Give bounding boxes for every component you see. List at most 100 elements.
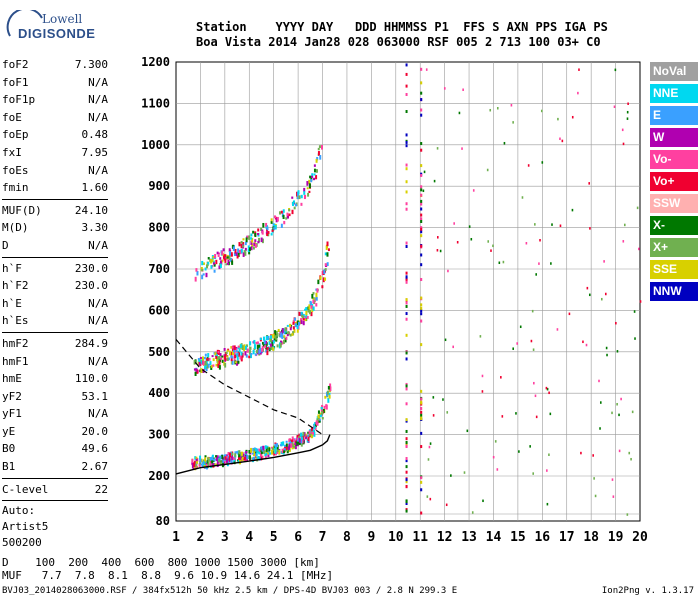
echo-point <box>271 341 274 347</box>
echo-point <box>258 237 261 243</box>
interference-point <box>604 292 607 296</box>
param-value: 22 <box>94 482 108 496</box>
interference-point <box>420 397 423 401</box>
echo-point <box>233 252 236 257</box>
echo-point <box>327 385 330 390</box>
echo-point <box>194 371 197 376</box>
echo-point <box>240 240 243 244</box>
echo-point <box>293 319 296 324</box>
interference-point <box>405 207 408 211</box>
interference-point <box>533 381 535 385</box>
echo-point <box>253 451 256 456</box>
echo-point <box>247 455 250 459</box>
echo-point <box>234 453 237 458</box>
echo-point <box>220 357 223 360</box>
echo-point <box>313 423 316 428</box>
echo-point <box>309 433 312 437</box>
interference-point <box>530 339 533 343</box>
echo-point <box>254 244 257 248</box>
echo-point <box>232 246 235 251</box>
echo-point <box>317 410 320 414</box>
echo-point <box>236 255 239 259</box>
echo-point <box>228 457 231 461</box>
echo-point <box>288 448 291 452</box>
echo-point <box>282 441 285 446</box>
echo-point <box>282 339 285 344</box>
interference-point <box>588 293 591 297</box>
echo-point <box>268 452 271 455</box>
interference-point <box>436 249 439 252</box>
echo-point <box>288 438 291 443</box>
echo-point <box>294 440 297 444</box>
plot-frame <box>175 61 641 522</box>
echo-point <box>237 351 240 357</box>
param-row: h`F2 230.0 <box>2 277 112 295</box>
echo-point <box>258 456 261 461</box>
interference-point <box>557 117 559 121</box>
echo-point <box>251 237 254 243</box>
interference-point <box>420 401 423 405</box>
interference-point <box>405 84 408 88</box>
echo-point <box>319 276 322 280</box>
param-value: 7.300 <box>74 58 108 71</box>
echo-point <box>270 233 273 236</box>
echo-point <box>321 285 324 289</box>
interference-point <box>593 477 595 480</box>
echo-point <box>256 341 259 344</box>
echo-point <box>289 440 292 445</box>
echo-point <box>236 352 239 356</box>
param-row: hmF2 284.9 <box>2 335 112 353</box>
param-name: fmin <box>2 181 29 195</box>
interference-point <box>516 342 518 345</box>
echo-point <box>242 452 245 455</box>
echo-point <box>215 352 218 357</box>
echo-point <box>207 261 210 265</box>
interference-point <box>420 199 423 203</box>
interference-point <box>420 202 423 206</box>
echo-point <box>313 168 316 173</box>
echo-point <box>246 235 249 239</box>
echo-point <box>223 460 226 465</box>
interference-point <box>568 312 571 316</box>
echo-point <box>325 245 328 250</box>
echo-point <box>221 359 224 363</box>
echo-point <box>219 263 222 269</box>
param-name: foEp <box>2 128 29 142</box>
echo-point <box>230 356 233 362</box>
echo-point <box>326 241 329 247</box>
echo-point <box>303 194 306 200</box>
interference-point <box>405 470 408 474</box>
param-value: N/A <box>88 93 108 107</box>
interference-point <box>405 301 408 305</box>
echo-point <box>237 252 240 257</box>
ionogram-plot: 1 2 3 4 5 6 7 8 9 10 11 12 13 14 15 16 17 18 19 20802003004… <box>141 55 648 545</box>
interference-point <box>405 480 408 484</box>
param-name: fxI <box>2 145 22 159</box>
x-tick-label: 1 <box>172 530 180 545</box>
interference-point <box>571 115 574 119</box>
echo-point <box>319 155 322 160</box>
param-row: fxI 7.95 <box>2 144 112 162</box>
echo-point <box>313 431 316 437</box>
interference-point <box>481 374 484 378</box>
distance-row: D 100 200 400 600 800 1000 1500 3000 [km… <box>2 556 320 569</box>
echo-point <box>255 350 258 354</box>
echo-point <box>328 394 331 399</box>
echo-point <box>198 361 201 366</box>
echo-point <box>241 352 244 358</box>
param-name: hmF2 <box>2 336 29 350</box>
interference-point <box>405 418 408 422</box>
echo-point <box>238 249 241 255</box>
interference-point <box>423 170 426 174</box>
echo-point <box>205 366 208 372</box>
x-tick-label: 19 <box>608 530 624 545</box>
echo-point <box>290 439 293 443</box>
interference-point <box>405 271 408 275</box>
param-value: N/A <box>88 163 108 177</box>
echo-point <box>248 247 251 251</box>
echo-point <box>211 259 214 263</box>
interference-point <box>605 346 608 350</box>
echo-point <box>232 351 235 355</box>
interference-point <box>489 108 492 112</box>
echo-point <box>284 327 287 332</box>
